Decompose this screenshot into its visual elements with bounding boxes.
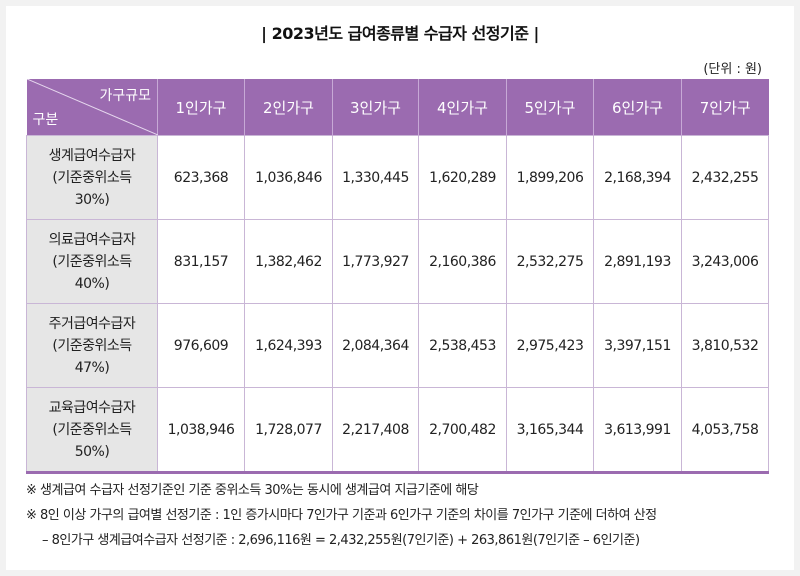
footnote: ※ 8인 이상 가구의 급여별 선정기준 : 1인 증가시마다 7인가구 기준과… (26, 508, 657, 523)
corner-bottom-label: 구분 (32, 112, 59, 128)
table-cell: 2,532,275 (506, 219, 594, 304)
row-header-line: (기준중위소득 (52, 253, 132, 270)
table-cell: 1,330,445 (332, 135, 419, 220)
column-header: 4인가구 (418, 79, 507, 136)
column-header: 5인가구 (506, 79, 594, 136)
table-row: 주거급여수급자 (기준중위소득 47%) 976,609 1,624,393 2,084,… (26, 303, 769, 388)
footnotes: ※ 생계급여 수급자 선정기준인 기준 중위소득 30%는 동시에 생계급여 지… (26, 478, 657, 553)
table-cell: 1,038,946 (157, 387, 245, 474)
row-header-line: 30%) (74, 191, 110, 208)
table-cell: 976,609 (157, 303, 245, 388)
column-header: 1인가구 (157, 79, 245, 136)
table-cell: 2,217,408 (332, 387, 419, 474)
table-row: 생계급여수급자 (기준중위소득 30%) 623,368 1,036,846 1,330,… (26, 135, 769, 220)
row-header: 생계급여수급자 (기준중위소득 30%) (26, 135, 158, 220)
column-header: 3인가구 (332, 79, 419, 136)
row-header-line: (기준중위소득 (52, 337, 132, 354)
column-header: 6인가구 (593, 79, 682, 136)
row-header: 주거급여수급자 (기준중위소득 47%) (26, 303, 158, 388)
table-cell: 1,899,206 (506, 135, 594, 220)
footnote-example: – 8인가구 생계급여수급자 선정기준 : 2,696,116원 = 2,432… (42, 533, 640, 548)
row-header-line: 주거급여수급자 (48, 315, 136, 332)
table-cell: 2,891,193 (593, 219, 682, 304)
table-row: 의료급여수급자 (기준중위소득 40%) 831,157 1,382,462 1,773,… (26, 219, 769, 304)
table-cell: 1,036,846 (244, 135, 333, 220)
table-cell: 831,157 (157, 219, 245, 304)
unit-label: (단위 : 원) (703, 62, 762, 77)
footnote: ※ 생계급여 수급자 선정기준인 기준 중위소득 30%는 동시에 생계급여 지… (26, 483, 479, 498)
table-cell: 2,084,364 (332, 303, 419, 388)
table-cell: 2,160,386 (418, 219, 507, 304)
header-row: 가구규모 구분 1인가구 2인가구 3인가구 4인가구 5인가구 6인가구 7인… (26, 79, 769, 136)
table-cell: 1,624,393 (244, 303, 333, 388)
table-cell: 4,053,758 (681, 387, 769, 474)
table-cell: 1,773,927 (332, 219, 419, 304)
row-header: 교육급여수급자 (기준중위소득 50%) (26, 387, 158, 474)
corner-top-label: 가구규모 (99, 88, 151, 104)
table-cell: 2,538,453 (418, 303, 507, 388)
table-cell: 1,382,462 (244, 219, 333, 304)
row-header-line: 47%) (74, 359, 110, 376)
row-header-line: (기준중위소득 (52, 421, 132, 438)
table-cell: 1,728,077 (244, 387, 333, 474)
row-header-line: 생계급여수급자 (48, 147, 136, 164)
table-cell: 3,613,991 (593, 387, 682, 474)
row-header-line: 50%) (74, 443, 110, 460)
table-cell: 3,165,344 (506, 387, 594, 474)
table-cell: 623,368 (157, 135, 245, 220)
table-cell: 3,243,006 (681, 219, 769, 304)
corner-header: 가구규모 구분 (26, 79, 158, 136)
row-header-line: (기준중위소득 (52, 169, 132, 186)
row-header-line: 교육급여수급자 (48, 399, 136, 416)
row-header-line: 40%) (74, 275, 110, 292)
table-cell: 2,700,482 (418, 387, 507, 474)
table-cell: 1,620,289 (418, 135, 507, 220)
column-header: 7인가구 (681, 79, 769, 136)
row-header-line: 의료급여수급자 (48, 231, 136, 248)
table-cell: 2,432,255 (681, 135, 769, 220)
page-title: | 2023년도 급여종류별 수급자 선정기준 | (261, 24, 539, 43)
table-cell: 2,975,423 (506, 303, 594, 388)
table-cell: 3,397,151 (593, 303, 682, 388)
row-header: 의료급여수급자 (기준중위소득 40%) (26, 219, 158, 304)
selection-criteria-table: 가구규모 구분 1인가구 2인가구 3인가구 4인가구 5인가구 6인가구 7인… (26, 79, 769, 474)
table-row: 교육급여수급자 (기준중위소득 50%) 1,038,946 1,728,077 2,21… (26, 387, 769, 474)
column-header: 2인가구 (244, 79, 333, 136)
table-cell: 3,810,532 (681, 303, 769, 388)
diagonal-divider (26, 79, 158, 135)
table-cell: 2,168,394 (593, 135, 682, 220)
